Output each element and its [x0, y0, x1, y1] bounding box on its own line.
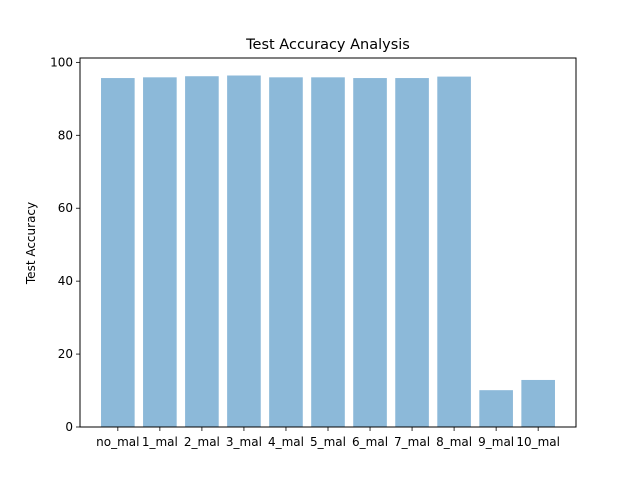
x-axis-ticks: no_mal 1_mal 2_mal 3_mal 4_mal 5_mal 6_mal 7_ma…	[96, 427, 560, 449]
x-tick-label: 3_mal	[226, 435, 262, 449]
bar-no_mal	[101, 78, 135, 427]
y-tick-label: 60	[58, 201, 73, 215]
x-tick-label: 4_mal	[268, 435, 304, 449]
x-tick-label: 10_mal	[516, 435, 560, 449]
x-tick-label: 6_mal	[352, 435, 388, 449]
x-tick-label: 2_mal	[184, 435, 220, 449]
x-tick-label: 1_mal	[142, 435, 178, 449]
bar-2_mal	[185, 76, 219, 427]
bar-3_mal	[227, 75, 261, 427]
y-tick-label: 20	[58, 347, 73, 361]
y-tick-label: 0	[65, 420, 73, 434]
bar-6_mal	[353, 78, 387, 427]
x-tick-label: 7_mal	[394, 435, 430, 449]
bar-5_mal	[311, 77, 345, 427]
x-tick-label: 8_mal	[436, 435, 472, 449]
bar-series	[101, 75, 555, 427]
bar-10_mal	[521, 379, 555, 427]
chart-title: Test Accuracy Analysis	[245, 37, 410, 53]
bar-1_mal	[143, 77, 177, 427]
y-axis-ticks: 0 20 40 60 80 100	[50, 55, 80, 434]
x-tick-label: 9_mal	[478, 435, 514, 449]
x-tick-label: 5_mal	[310, 435, 346, 449]
bar-4_mal	[269, 77, 303, 427]
y-axis-label: Test Accuracy	[24, 202, 38, 285]
bar-7_mal	[395, 78, 429, 427]
y-tick-label: 40	[58, 274, 73, 288]
bar-8_mal	[437, 76, 471, 427]
plot-frame	[79, 57, 577, 428]
x-tick-label: no_mal	[96, 435, 139, 449]
y-tick-label: 100	[50, 55, 73, 69]
bar-9_mal	[479, 390, 513, 427]
y-tick-label: 80	[58, 128, 73, 142]
